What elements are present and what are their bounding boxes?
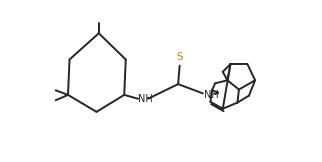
Text: NH: NH: [204, 90, 219, 100]
Text: S: S: [176, 52, 183, 62]
Text: NH: NH: [138, 94, 153, 104]
